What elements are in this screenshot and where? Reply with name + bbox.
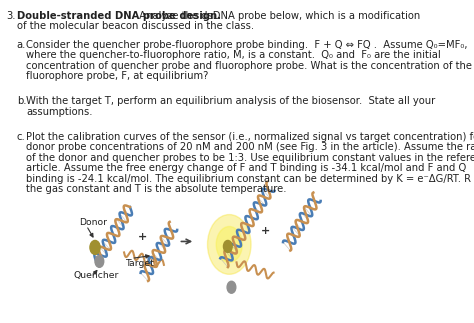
Text: a.: a. xyxy=(17,40,26,50)
Text: +: + xyxy=(138,233,147,243)
Circle shape xyxy=(208,214,251,274)
Text: +: + xyxy=(261,226,270,236)
Text: 3.: 3. xyxy=(7,11,16,21)
Text: of the donor and quencher probes to be 1:3. Use equilibrium constant values in t: of the donor and quencher probes to be 1… xyxy=(26,153,474,163)
Text: Donor: Donor xyxy=(79,218,107,226)
Text: Consider the quencher probe-fluorophore probe binding.  F + Q ⇔ FQ .  Assume Q₀=: Consider the quencher probe-fluorophore … xyxy=(26,40,467,50)
Text: the gas constant and T is the absolute temperature.: the gas constant and T is the absolute t… xyxy=(26,184,287,194)
Text: Quencher: Quencher xyxy=(73,271,118,280)
Text: concentration of quencher probe and fluorophore probe. What is the concentration: concentration of quencher probe and fluo… xyxy=(26,61,474,71)
Text: donor probe concentrations of 20 nM and 200 nM (see Fig. 3 in the article). Assu: donor probe concentrations of 20 nM and … xyxy=(26,142,474,152)
Text: Plot the calibration curves of the sensor (i.e., normalized signal vs target con: Plot the calibration curves of the senso… xyxy=(26,132,474,142)
Text: b.: b. xyxy=(17,96,26,106)
Text: where the quencher-to-fluorophore ratio, M, is a constant.  Q₀ and  F₀ are the i: where the quencher-to-fluorophore ratio,… xyxy=(26,50,441,60)
Text: Target: Target xyxy=(126,259,154,268)
Text: binding is -24.1 kcal/mol. The equilibrium constant can be determined by K = e⁻Δ: binding is -24.1 kcal/mol. The equilibri… xyxy=(26,174,474,184)
Text: fluorophore probe, F, at equilibrium?: fluorophore probe, F, at equilibrium? xyxy=(26,71,209,81)
Text: of the molecular beacon discussed in the class.: of the molecular beacon discussed in the… xyxy=(17,21,254,31)
Text: assumptions.: assumptions. xyxy=(26,107,92,117)
Circle shape xyxy=(95,255,104,267)
Text: With the target T, perform an equilibrium analysis of the biosensor.  State all : With the target T, perform an equilibriu… xyxy=(26,96,435,106)
Circle shape xyxy=(216,226,242,262)
Circle shape xyxy=(223,240,232,252)
Text: c.: c. xyxy=(17,132,26,142)
Text: Double-stranded DNA probe design.: Double-stranded DNA probe design. xyxy=(17,11,221,21)
Text: Analyze the dsDNA probe below, which is a modification: Analyze the dsDNA probe below, which is … xyxy=(136,11,420,21)
Circle shape xyxy=(90,240,100,255)
Text: article. Assume the free energy change of F and T binding is -34.1 kcal/mol and : article. Assume the free energy change o… xyxy=(26,163,466,173)
Circle shape xyxy=(227,281,236,293)
